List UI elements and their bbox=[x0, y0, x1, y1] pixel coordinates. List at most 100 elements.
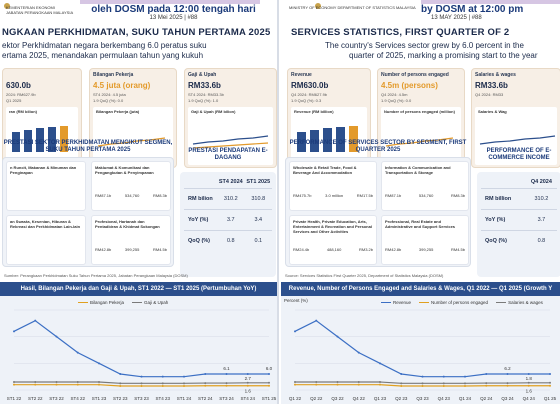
kpi-mini-chart: Salaries & Wag bbox=[475, 107, 557, 165]
segment-wages: RM4.5b bbox=[152, 247, 167, 252]
legend-item: Bilangan Pekerja bbox=[78, 300, 124, 305]
cell: 0.1 bbox=[244, 230, 272, 251]
kpi-note: Q4 2024: RM627.9b bbox=[291, 92, 328, 97]
legend-item: Revenue bbox=[381, 300, 411, 305]
x-tick-label: ST4 23 bbox=[155, 396, 170, 401]
segment-employees: 488,160 bbox=[326, 247, 342, 252]
kpi-value: 4.5m (persons) bbox=[381, 81, 438, 90]
data-point bbox=[225, 382, 228, 385]
page-title: NGKAAN PERKHIDMATAN, SUKU TAHUN PERTAMA … bbox=[2, 27, 271, 38]
data-point bbox=[464, 385, 466, 387]
x-tick-label: ST4 24 bbox=[240, 396, 255, 401]
data-point bbox=[161, 385, 164, 387]
data-label: 6.2 bbox=[504, 366, 511, 371]
growth-chart-section: Revenue, Number of Persons Engaged and S… bbox=[281, 282, 560, 404]
data-point bbox=[379, 383, 381, 386]
mini-chart-title: Revenue (RM billion) bbox=[294, 109, 334, 114]
data-point bbox=[13, 381, 15, 383]
ecommerce-col-header bbox=[481, 176, 526, 189]
segment-grid: Wholesale & Retail Trade, Food & Beverag… bbox=[285, 157, 471, 267]
mini-chart-title: Gaji & Upah (RM bilion) bbox=[191, 109, 236, 114]
data-point bbox=[13, 383, 15, 386]
data-point bbox=[204, 382, 207, 385]
kpi-value: 630.0b bbox=[6, 81, 31, 90]
ministry-label: Kementerian Ekonomi Jabatan Perangkaan M… bbox=[6, 5, 74, 15]
row-label: YoY (%) bbox=[481, 209, 526, 231]
series-line bbox=[294, 319, 550, 378]
cell: 310.8 bbox=[244, 188, 272, 210]
data-point bbox=[294, 383, 296, 386]
chart-legend: Bilangan Pekerja Gaji & Upah bbox=[78, 300, 168, 305]
segment-wages: RM3.2b bbox=[358, 247, 373, 252]
ecommerce-col-header: ST4 2024 bbox=[218, 179, 243, 185]
mini-chart-title: ran (RM bilion) bbox=[9, 109, 37, 114]
subtitle-line-2: quarter of 2025, marking a promising sta… bbox=[349, 51, 538, 60]
data-point bbox=[485, 382, 488, 385]
data-point bbox=[506, 384, 509, 387]
kpi-value: 4.5 juta (orang) bbox=[93, 81, 151, 90]
cell: 3.7 bbox=[217, 209, 245, 231]
mini-chart-title: Salaries & Wag bbox=[478, 109, 507, 114]
mini-chart-title: Number of persons engaged (million) bbox=[384, 109, 455, 114]
data-point bbox=[357, 381, 360, 383]
cell: 0.8 bbox=[525, 230, 557, 251]
data-point bbox=[357, 383, 360, 386]
x-tick-label: Q1 25 bbox=[544, 396, 557, 401]
kpi-note-2: 1.9 QoQ (%): 0.0 bbox=[381, 98, 412, 103]
data-point bbox=[13, 330, 15, 333]
kpi-note: 2024: RM627.9b bbox=[6, 92, 36, 97]
segment-card: Maklumat & Komunikasi dan Pengangkutan &… bbox=[91, 161, 171, 211]
segment-label: Information & Communication and Transpor… bbox=[385, 165, 451, 175]
data-point bbox=[421, 375, 424, 378]
data-point bbox=[549, 384, 551, 387]
segment-card: Wholesale & Retail Trade, Food & Beverag… bbox=[289, 161, 377, 211]
data-point bbox=[315, 319, 318, 322]
mini-bar-chart bbox=[12, 126, 68, 152]
legend-item: Salaries & wages bbox=[496, 300, 543, 305]
segment-employees: 534,760 bbox=[418, 193, 434, 198]
ecommerce-col-header: ST1 2025 bbox=[246, 179, 271, 185]
data-point bbox=[506, 382, 509, 385]
data-label: 2.7 bbox=[245, 376, 252, 381]
data-point bbox=[246, 384, 249, 387]
x-tick-label: ST1 25 bbox=[262, 396, 277, 401]
ministry-label: Ministry of Economy Department of Statis… bbox=[289, 5, 416, 10]
row-label: YoY (%) bbox=[184, 209, 218, 231]
legend-label: Revenue bbox=[393, 300, 412, 305]
data-point bbox=[527, 381, 530, 384]
data-point bbox=[315, 383, 318, 386]
data-point bbox=[161, 375, 164, 378]
kpi-mini-chart: Number of persons engaged (million) bbox=[381, 107, 461, 165]
kpi-note: ST4 2024: RM33.3b bbox=[188, 92, 224, 97]
segment-values: RM42.8b 399,255 RM4.5b bbox=[95, 247, 167, 261]
data-point bbox=[268, 373, 270, 375]
mini-bar-chart bbox=[297, 126, 358, 152]
kpi-mini-chart: Gaji & Upah (RM bilion) bbox=[188, 107, 273, 165]
data-point bbox=[119, 373, 122, 375]
data-point bbox=[485, 384, 488, 387]
kpi-row: Revenue RM630.0b Q4 2024: RM627.9b 1.9 Q… bbox=[283, 68, 560, 168]
table-row: QoQ (%) 0.8 bbox=[481, 230, 557, 251]
data-point bbox=[225, 373, 228, 375]
data-label: 1.6 bbox=[245, 389, 252, 394]
data-point bbox=[442, 385, 445, 387]
growth-line-chart: 6.2 1.6 1.8 Q1 22 Q2 22 Q3 22 Q4 22 Q1 23 Q2 23 Q… bbox=[289, 309, 557, 401]
data-point bbox=[421, 385, 424, 387]
data-point bbox=[527, 373, 530, 375]
row-label: QoQ (%) bbox=[184, 230, 218, 251]
segment-revenue: RM42.8b bbox=[95, 247, 112, 252]
segment-values: RM475.7b 3.0 million RM17.5b bbox=[293, 193, 373, 207]
x-tick-label: Q2 24 bbox=[480, 396, 493, 401]
page-title: SERVICES STATISTICS, FIRST QUARTER OF 2 bbox=[291, 27, 510, 38]
source-note: Sumber: Perangkaan Perkhidmatan Suku Tah… bbox=[4, 273, 188, 278]
kpi-heading: Gaji & Upah bbox=[188, 72, 217, 78]
data-point bbox=[400, 385, 403, 387]
kpi-note: ST4 2024: 4.5 juta bbox=[93, 92, 126, 97]
data-point bbox=[98, 362, 100, 365]
data-point bbox=[183, 385, 185, 387]
kpi-note: Q4 2024: RM33 bbox=[475, 92, 504, 97]
data-point bbox=[34, 383, 37, 386]
data-point bbox=[379, 362, 381, 365]
segment-values: RM87.1b 534,760 RM8.3b bbox=[385, 193, 465, 207]
data-point bbox=[55, 335, 58, 338]
